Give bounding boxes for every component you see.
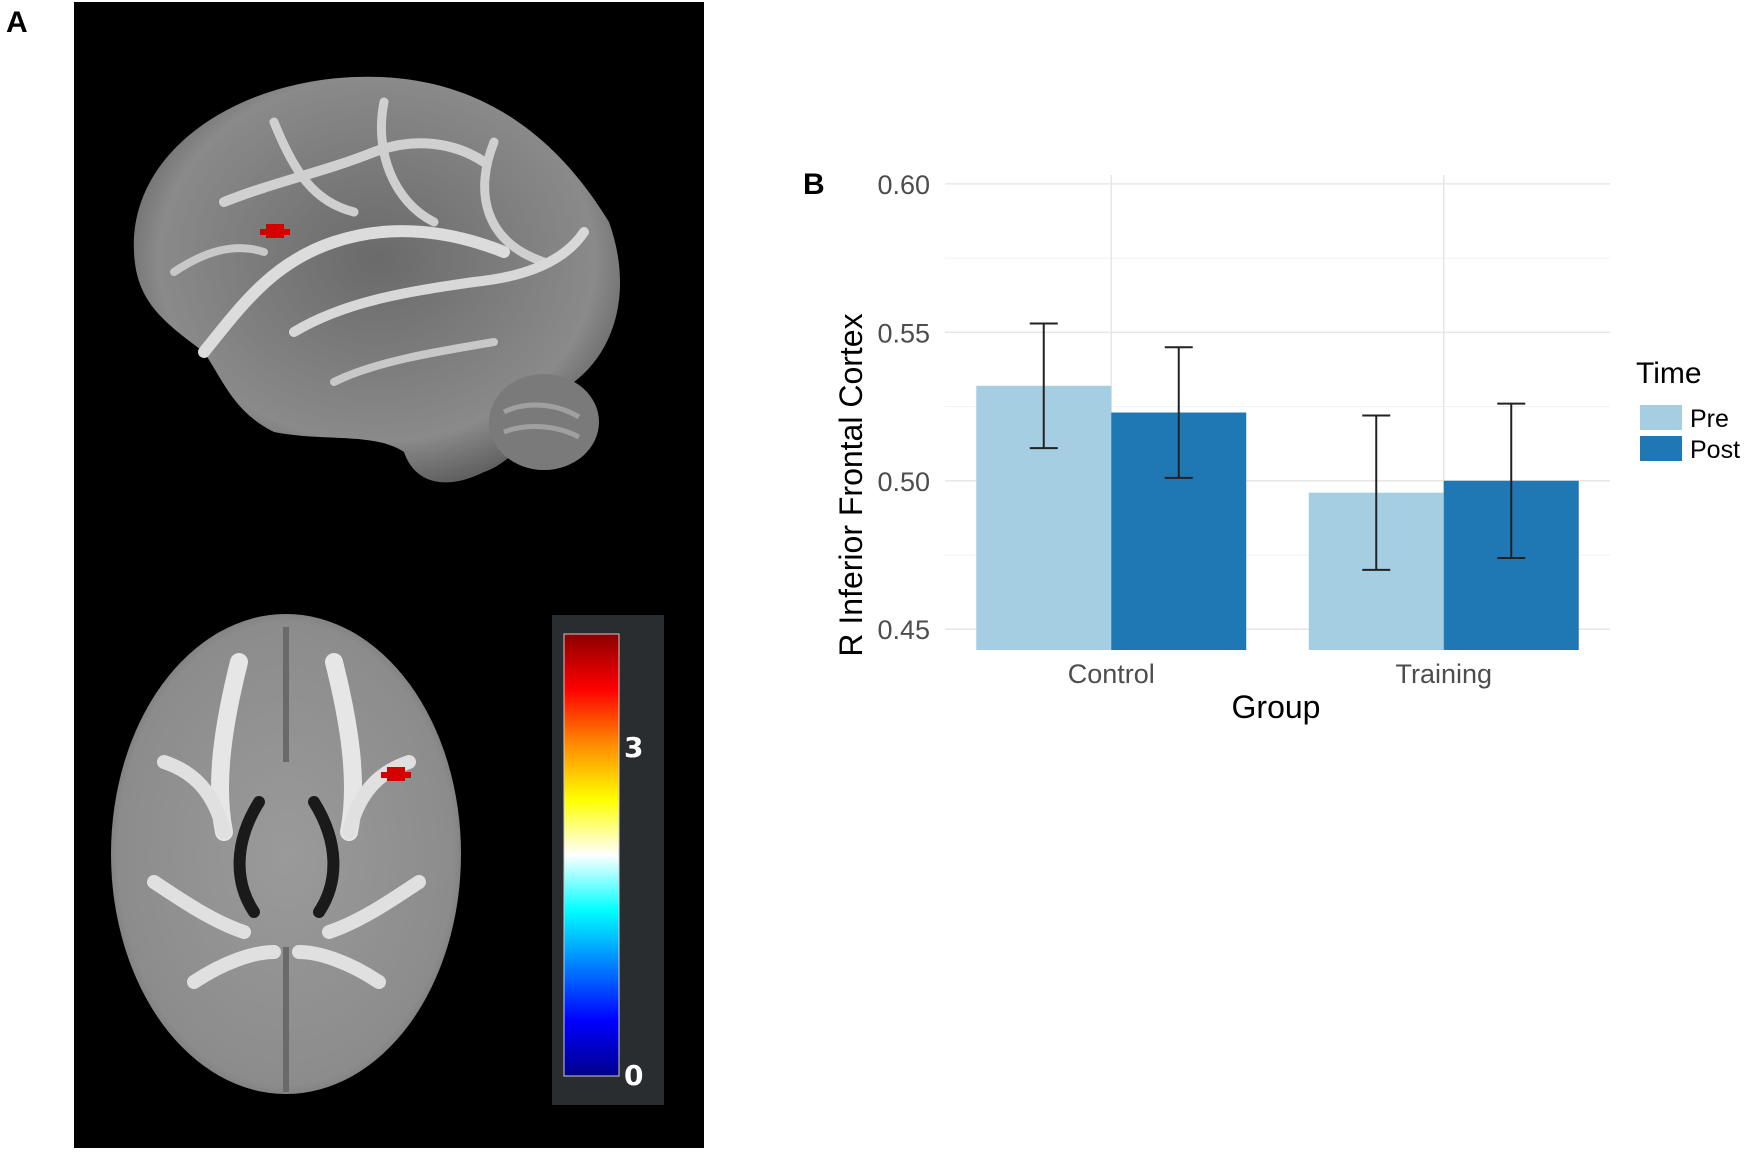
colorbar: 3 0 [552, 615, 664, 1105]
sagittal-activation-spot [260, 224, 290, 238]
error-bar-post-training [1497, 402, 1526, 559]
legend-key-post [1640, 436, 1682, 461]
y-tick-label: 0.55 [877, 318, 930, 348]
error-bar-pre-training [1362, 414, 1391, 571]
x-axis-label: Group [1232, 689, 1321, 725]
x-tick-label: Control [1068, 659, 1155, 689]
colorbar-gradient [563, 633, 620, 1077]
sagittal-brain-slice [133, 76, 621, 483]
y-tick-label: 0.60 [877, 170, 930, 200]
legend: Time Pre Post [1636, 357, 1740, 464]
brain-image-panel: 3 0 [74, 2, 704, 1148]
error-bar-pre-control [1029, 322, 1058, 450]
legend-title: Time [1636, 357, 1702, 390]
x-tick-label: Training [1395, 659, 1492, 689]
legend-label-post: Post [1690, 436, 1740, 464]
panel-label-a: A [6, 6, 28, 39]
error-bar-post-control [1164, 346, 1193, 479]
y-tick-label: 0.45 [877, 615, 930, 645]
error-bars [1029, 322, 1526, 571]
colorbar-tick-3: 3 [624, 731, 643, 764]
x-tick-labels: Control Training [1068, 659, 1492, 689]
y-tick-labels: 0.45 0.50 0.55 0.60 [877, 170, 930, 645]
axial-brain-slice [111, 614, 461, 1094]
y-axis-label: R Inferior Frontal Cortex [833, 313, 869, 656]
legend-key-pre [1640, 405, 1682, 430]
bars [976, 385, 1579, 650]
axial-activation-spot [381, 767, 411, 781]
legend-label-pre: Pre [1690, 405, 1729, 433]
y-tick-label: 0.50 [877, 467, 930, 497]
panel-label-b: B [803, 168, 825, 201]
brain-illustration: 3 0 [111, 76, 664, 1105]
colorbar-tick-0: 0 [624, 1059, 643, 1092]
